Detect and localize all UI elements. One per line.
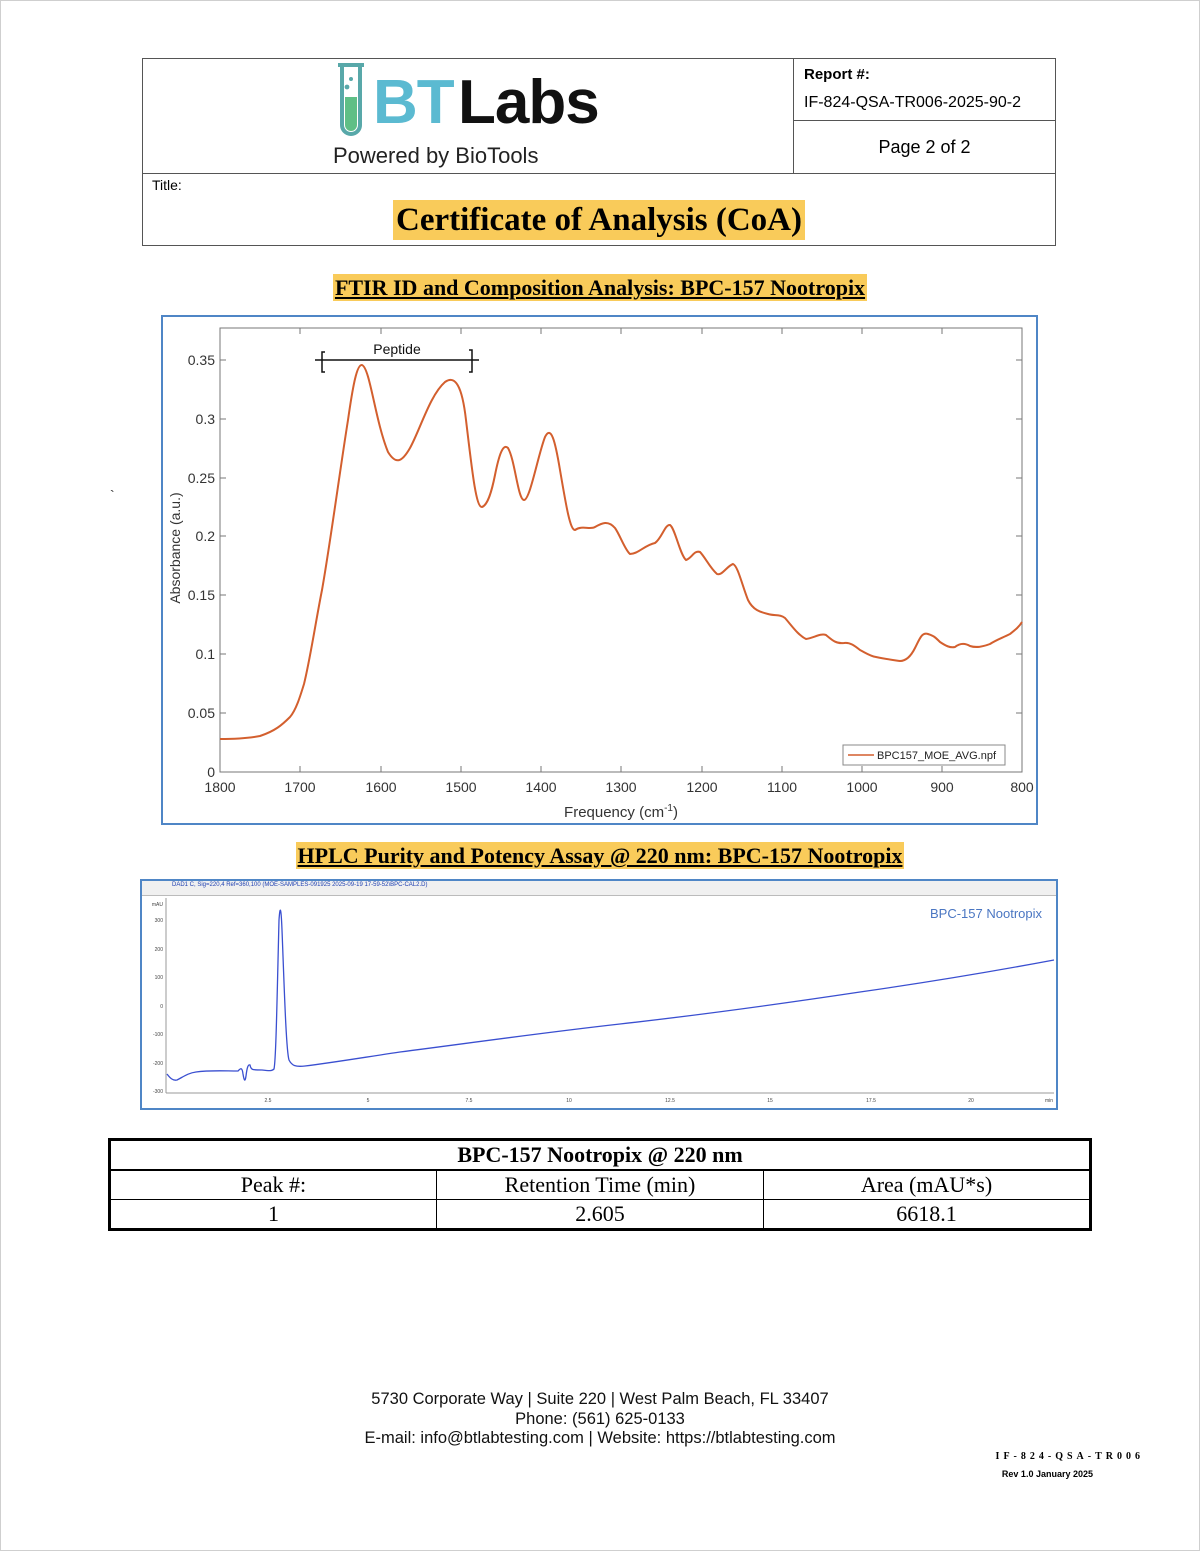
- svg-text:300: 300: [155, 918, 164, 924]
- cell-area: 6618.1: [763, 1199, 1091, 1230]
- form-id: IF-824-QSA-TR006: [995, 1451, 1144, 1462]
- hplc-chromatogram: DAD1 C, Sig=220,4 Ref=360,100 (MOE-SAMPL…: [140, 879, 1058, 1110]
- hplc-xtick-labels: 2.5 5 7.5 10 12.5 15 17.5 20 min: [265, 1098, 1054, 1104]
- hplc-sample-label: BPC-157 Nootropix: [930, 906, 1042, 921]
- hplc-trace-line: [166, 909, 1055, 1081]
- logo-cell: BT Labs Powered by BioTools: [143, 59, 794, 173]
- svg-text:1500: 1500: [445, 779, 476, 795]
- hplc-heading: HPLC Purity and Potency Assay @ 220 nm: …: [295, 842, 905, 869]
- svg-text:1100: 1100: [767, 779, 797, 795]
- ftir-plot: 1800 1700 1600 1500 1400 1300 1200 1100 1000 900 8…: [167, 327, 1034, 821]
- svg-text:0.35: 0.35: [188, 352, 215, 368]
- ftir-ytick-labels: 0 0.05 0.1 0.15 0.2 0.25 0.3 0.35: [188, 352, 215, 780]
- table-row: 1 2.605 6618.1: [109, 1199, 1091, 1230]
- svg-text:0.3: 0.3: [196, 411, 216, 427]
- revision-label: Rev 1.0 January 2025: [1001, 1469, 1093, 1479]
- svg-text:200: 200: [155, 947, 164, 953]
- logo-labs-text: Labs: [458, 68, 600, 137]
- document-title: Certificate of Analysis (CoA): [393, 200, 805, 240]
- legend-label: BPC157_MOE_AVG.npf: [877, 750, 997, 762]
- svg-text:0.2: 0.2: [196, 528, 216, 544]
- svg-text:1400: 1400: [525, 779, 556, 795]
- ftir-spectrum-line: [219, 364, 1023, 740]
- svg-text:0.25: 0.25: [188, 470, 215, 486]
- ftir-heading-row: FTIR ID and Composition Analysis: BPC-15…: [0, 274, 1200, 301]
- svg-text:0: 0: [207, 764, 215, 780]
- ftir-heading: FTIR ID and Composition Analysis: BPC-15…: [332, 274, 868, 301]
- btlabs-logo: BT Labs Powered by BioTools: [333, 61, 613, 171]
- report-number: IF-824-QSA-TR006-2025-90-2: [804, 94, 1021, 111]
- ftir-ylabel: Absorbance (a.u.): [167, 492, 183, 603]
- document-header: BT Labs Powered by BioTools Report #: IF…: [142, 58, 1056, 246]
- report-label: Report #:: [804, 66, 870, 83]
- peptide-range-bracket: [315, 349, 479, 373]
- svg-text:10: 10: [566, 1098, 572, 1104]
- footer-contact: 5730 Corporate Way | Suite 220 | West Pa…: [300, 1390, 900, 1449]
- title-label: Title:: [152, 177, 182, 193]
- report-number-cell: Report #: IF-824-QSA-TR006-2025-90-2: [794, 59, 1055, 121]
- svg-text:15: 15: [767, 1098, 773, 1104]
- svg-text:0.05: 0.05: [188, 705, 215, 721]
- svg-text:900: 900: [930, 779, 954, 795]
- svg-text:1600: 1600: [365, 779, 396, 795]
- column-header-peak: Peak #:: [109, 1169, 437, 1200]
- hplc-signal-header: DAD1 C, Sig=220,4 Ref=360,100 (MOE-SAMPL…: [142, 881, 1056, 896]
- svg-text:1300: 1300: [605, 779, 636, 795]
- svg-text:1700: 1700: [284, 779, 315, 795]
- ftir-legend: [842, 744, 1006, 766]
- svg-text:2.5: 2.5: [265, 1098, 272, 1104]
- svg-text:mAU: mAU: [152, 902, 164, 908]
- peptide-annotation: Peptide: [373, 341, 421, 357]
- ftir-xtick-labels: 1800 1700 1600 1500 1400 1300 1200 1100 1000 900 8…: [204, 779, 1033, 795]
- svg-text:12.5: 12.5: [665, 1098, 675, 1104]
- hplc-plot: mAU 300 200 100 0 -100 -200 -300 2.5 5 7.5 10 12.5…: [152, 898, 1055, 1104]
- svg-text:-100: -100: [153, 1032, 163, 1038]
- footer-email-website: E-mail: info@btlabtesting.com | Website:…: [364, 1429, 836, 1447]
- title-row: Title: Certificate of Analysis (CoA): [143, 173, 1055, 245]
- hplc-ytick-labels: mAU 300 200 100 0 -100 -200 -300: [152, 902, 164, 1095]
- stray-mark: `: [110, 487, 115, 503]
- footer-address: 5730 Corporate Way | Suite 220 | West Pa…: [371, 1390, 829, 1408]
- svg-text:-300: -300: [153, 1089, 163, 1095]
- svg-text:1000: 1000: [846, 779, 877, 795]
- svg-text:min: min: [1045, 1098, 1053, 1104]
- svg-text:7.5: 7.5: [466, 1098, 473, 1104]
- svg-text:17.5: 17.5: [866, 1098, 876, 1104]
- svg-text:1200: 1200: [686, 779, 717, 795]
- ftir-xticks: [220, 328, 1022, 772]
- svg-text:0.15: 0.15: [188, 587, 215, 603]
- ftir-xlabel: Frequency (cm-1): [564, 803, 678, 821]
- column-header-retention-time: Retention Time (min): [436, 1169, 764, 1200]
- results-table-caption: BPC-157 Nootropix @ 220 nm: [109, 1139, 1091, 1171]
- ftir-chart: 1800 1700 1600 1500 1400 1300 1200 1100 1000 900 8…: [161, 315, 1038, 825]
- svg-text:1800: 1800: [204, 779, 235, 795]
- svg-text:-200: -200: [153, 1061, 163, 1067]
- page-indicator: Page 2 of 2: [878, 137, 971, 157]
- svg-text:100: 100: [155, 975, 164, 981]
- table-header-row: Peak #: Retention Time (min) Area (mAU*s…: [109, 1169, 1091, 1200]
- column-header-area: Area (mAU*s): [763, 1169, 1091, 1200]
- svg-text:5: 5: [367, 1098, 370, 1104]
- logo-tagline: Powered by BioTools: [333, 143, 539, 168]
- svg-text:0.1: 0.1: [196, 646, 216, 662]
- cell-retention-time: 2.605: [436, 1199, 764, 1230]
- cell-peak-number: 1: [109, 1199, 437, 1230]
- svg-text:0: 0: [160, 1004, 163, 1010]
- logo-bt-text: BT: [373, 68, 455, 137]
- svg-text:20: 20: [968, 1098, 974, 1104]
- hplc-heading-row: HPLC Purity and Potency Assay @ 220 nm: …: [0, 842, 1200, 869]
- footer-phone: Phone: (561) 625-0133: [515, 1409, 685, 1428]
- test-tube-icon: [338, 63, 364, 136]
- hplc-signal-text: DAD1 C, Sig=220,4 Ref=360,100 (MOE-SAMPL…: [172, 882, 428, 888]
- results-table: BPC-157 Nootropix @ 220 nm Peak #: Reten…: [108, 1138, 1092, 1231]
- svg-text:800: 800: [1010, 779, 1034, 795]
